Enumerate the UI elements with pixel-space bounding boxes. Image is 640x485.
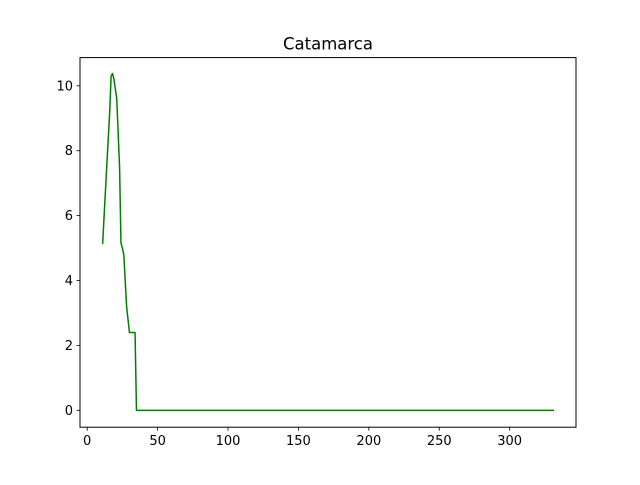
y-tick-label: 0 <box>65 404 73 419</box>
x-tick-label: 50 <box>149 434 166 449</box>
y-tick-label: 10 <box>56 79 73 94</box>
y-tick-label: 4 <box>65 274 73 289</box>
y-tick-label: 2 <box>65 339 73 354</box>
x-tick-label: 200 <box>356 434 381 449</box>
y-tick-label: 6 <box>65 209 73 224</box>
plot-area-frame <box>79 57 577 428</box>
series-line <box>101 72 555 412</box>
plot-marks: 0 50 100 150 200 250 300 0 2 4 6 8 10 <box>56 72 555 449</box>
y-tick-label: 8 <box>65 144 73 159</box>
chart-title: Catamarca <box>283 35 373 54</box>
x-tick-label: 100 <box>216 434 241 449</box>
x-tick-label: 300 <box>497 434 522 449</box>
x-tick-label: 0 <box>83 434 91 449</box>
x-tick-label: 150 <box>286 434 311 449</box>
x-tick-label: 250 <box>427 434 452 449</box>
